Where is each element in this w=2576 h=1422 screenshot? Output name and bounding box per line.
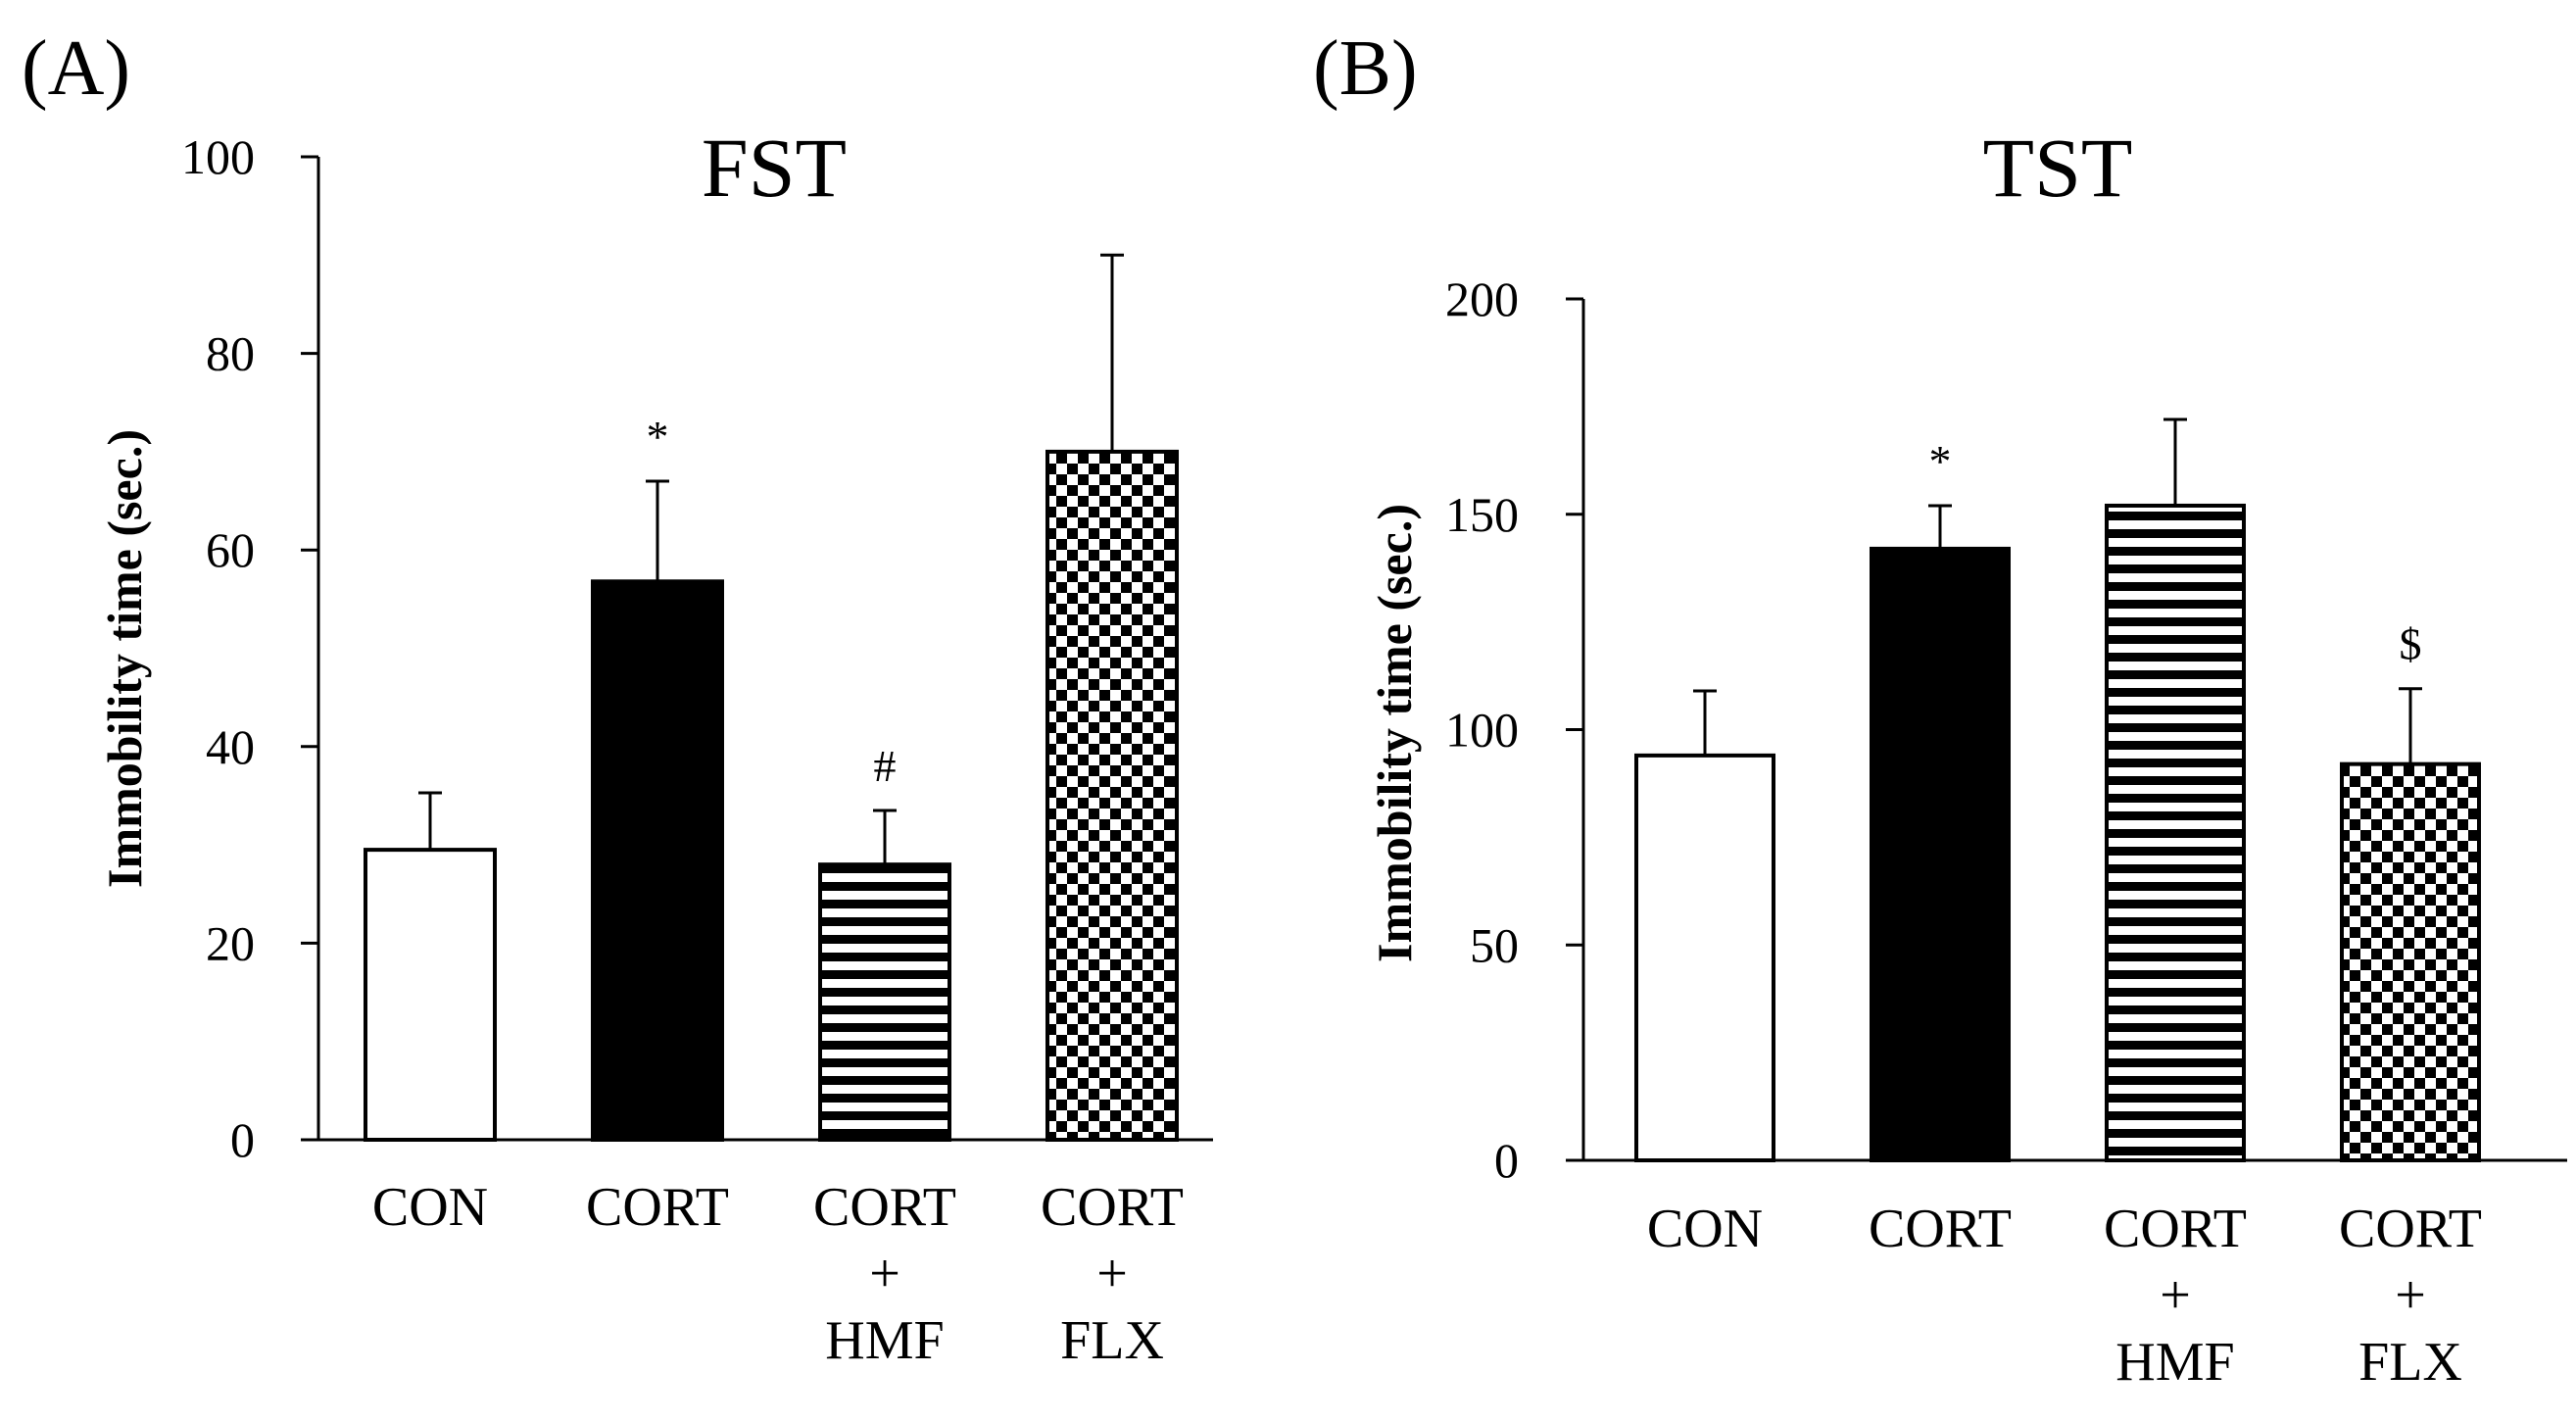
y-tick-label: 0 xyxy=(1494,1133,1519,1188)
bar xyxy=(818,862,951,1142)
x-tick-label: + xyxy=(2395,1265,2426,1326)
x-tick-label: CORT xyxy=(2104,1199,2247,1259)
bar xyxy=(2105,503,2246,1162)
significance-mark: # xyxy=(874,741,897,791)
panel-label-b: (B) xyxy=(1313,25,1418,112)
y-tick-label: 100 xyxy=(181,129,255,184)
bar xyxy=(1045,449,1179,1142)
x-tick-label: CORT xyxy=(586,1177,729,1238)
bar xyxy=(1634,753,1775,1162)
y-tick-label: 200 xyxy=(1445,271,1519,326)
x-tick-label: CON xyxy=(372,1177,488,1238)
y-tick-label: 150 xyxy=(1445,487,1519,542)
x-tick-label: CORT xyxy=(1041,1177,1184,1238)
x-tick-label: + xyxy=(1096,1244,1128,1304)
y-axis-title-fst: Immobility time (sec.) xyxy=(97,429,152,888)
x-tick-label: HMF xyxy=(825,1310,944,1371)
x-tick-label: CORT xyxy=(813,1177,956,1238)
x-tick-label: CORT xyxy=(1869,1199,2012,1259)
y-tick-label: 20 xyxy=(206,915,255,970)
bar xyxy=(364,848,497,1142)
significance-mark: * xyxy=(647,412,669,462)
x-tick-label: HMF xyxy=(2115,1332,2234,1393)
x-tick-label: CON xyxy=(1647,1199,1763,1259)
x-tick-label: CORT xyxy=(2339,1199,2482,1259)
bar xyxy=(591,579,724,1142)
x-tick-label: + xyxy=(869,1244,900,1304)
y-tick-label: 0 xyxy=(230,1112,255,1167)
y-tick-label: 40 xyxy=(206,719,255,774)
y-tick-label: 60 xyxy=(206,522,255,577)
bar xyxy=(1870,546,2011,1162)
x-tick-label: FLX xyxy=(2358,1332,2462,1393)
significance-mark: $ xyxy=(2400,619,2422,669)
panel-label-a: (A) xyxy=(22,25,130,112)
y-axis-title-tst: Immobility time (sec.) xyxy=(1367,504,1422,962)
panel-fst: (A) FST Immobility time (sec.) 0 20 40 60 80… xyxy=(22,25,1213,1371)
y-tick-label: 80 xyxy=(206,326,255,381)
y-tick-label: 50 xyxy=(1470,917,1519,972)
bar xyxy=(2340,761,2481,1162)
chart-title-tst: TST xyxy=(1983,121,2133,215)
panel-tst: (B) TST Immobility time (sec.) 0 50 100 150… xyxy=(1313,25,2567,1393)
y-tick-label: 100 xyxy=(1445,703,1519,758)
significance-mark: * xyxy=(1929,436,1952,486)
x-tick-label: + xyxy=(2160,1265,2191,1326)
chart-title-fst: FST xyxy=(702,121,847,215)
x-tick-label: FLX xyxy=(1060,1310,1164,1371)
